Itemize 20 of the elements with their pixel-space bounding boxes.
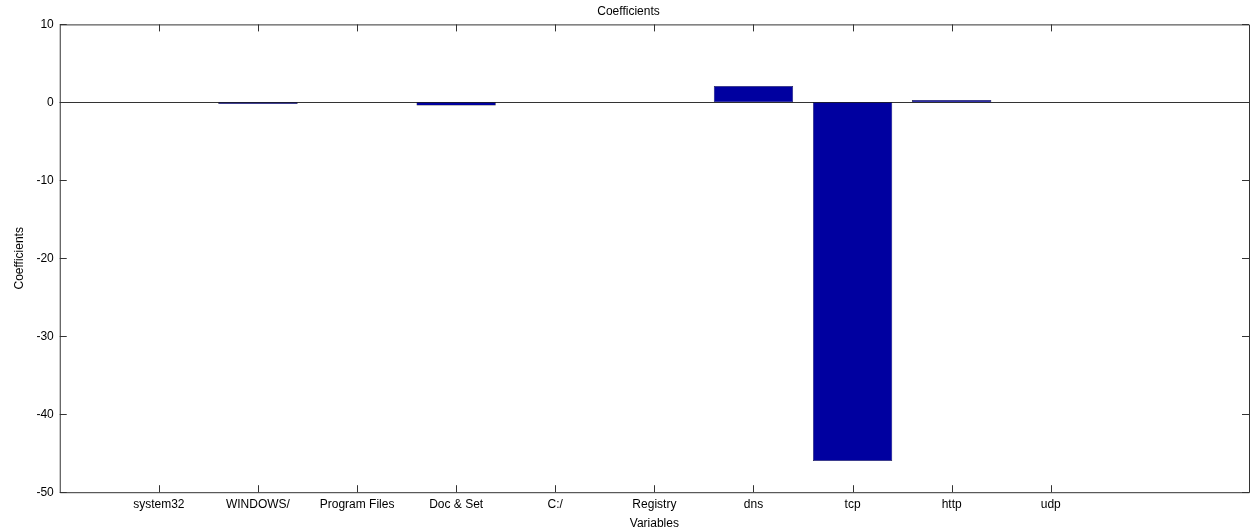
x-tick-label: system32 [133,496,185,511]
x-tick-label: C:/ [547,496,564,511]
x-tick-label: dns [743,496,764,511]
y-tick-label: -10 [36,172,55,187]
y-tick-label: 0 [47,94,55,109]
x-tick-label: WINDOWS/ [225,496,291,511]
y-tick-label: -30 [36,328,55,343]
x-tick-label: Program Files [319,496,395,511]
y-tick-label: -50 [36,484,55,499]
x-tick-label: http [941,496,963,511]
x-tick-label: Registry [632,496,677,511]
y-tick-label: 10 [40,16,55,31]
x-axis-title: Variables [629,516,679,531]
chart-title: Coefficients [597,3,660,18]
y-axis-title: Coefficients [11,227,26,290]
x-tick-label: tcp [844,496,861,511]
y-tick-label: -20 [36,250,55,265]
x-tick-label: udp [1040,496,1062,511]
x-tick-label: Doc & Set [429,496,484,511]
y-tick-label: -40 [36,406,55,421]
